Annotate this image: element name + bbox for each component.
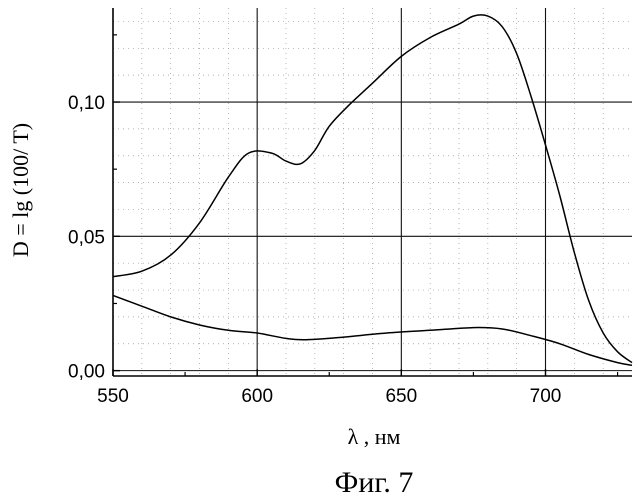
x-axis-label: λ , нм	[348, 424, 401, 449]
x-tick-label: 700	[530, 386, 562, 407]
tick-labels: 550 600 650 700 0,00 0,05 0,10	[68, 93, 561, 407]
series-line-2	[113, 295, 632, 365]
minor-grid	[113, 8, 632, 376]
y-tick-label: 0,05	[68, 227, 105, 248]
series-lines	[113, 15, 632, 365]
figure-caption: Фиг. 7	[335, 466, 414, 499]
axis-ticks	[113, 35, 618, 376]
x-tick-label: 600	[241, 386, 273, 407]
y-tick-label: 0,10	[68, 93, 105, 114]
y-tick-label: 0,00	[68, 362, 105, 383]
y-axis-label: D = lg (100/ T)	[8, 123, 33, 257]
x-tick-label: 550	[97, 386, 129, 407]
x-tick-label: 650	[385, 386, 417, 407]
